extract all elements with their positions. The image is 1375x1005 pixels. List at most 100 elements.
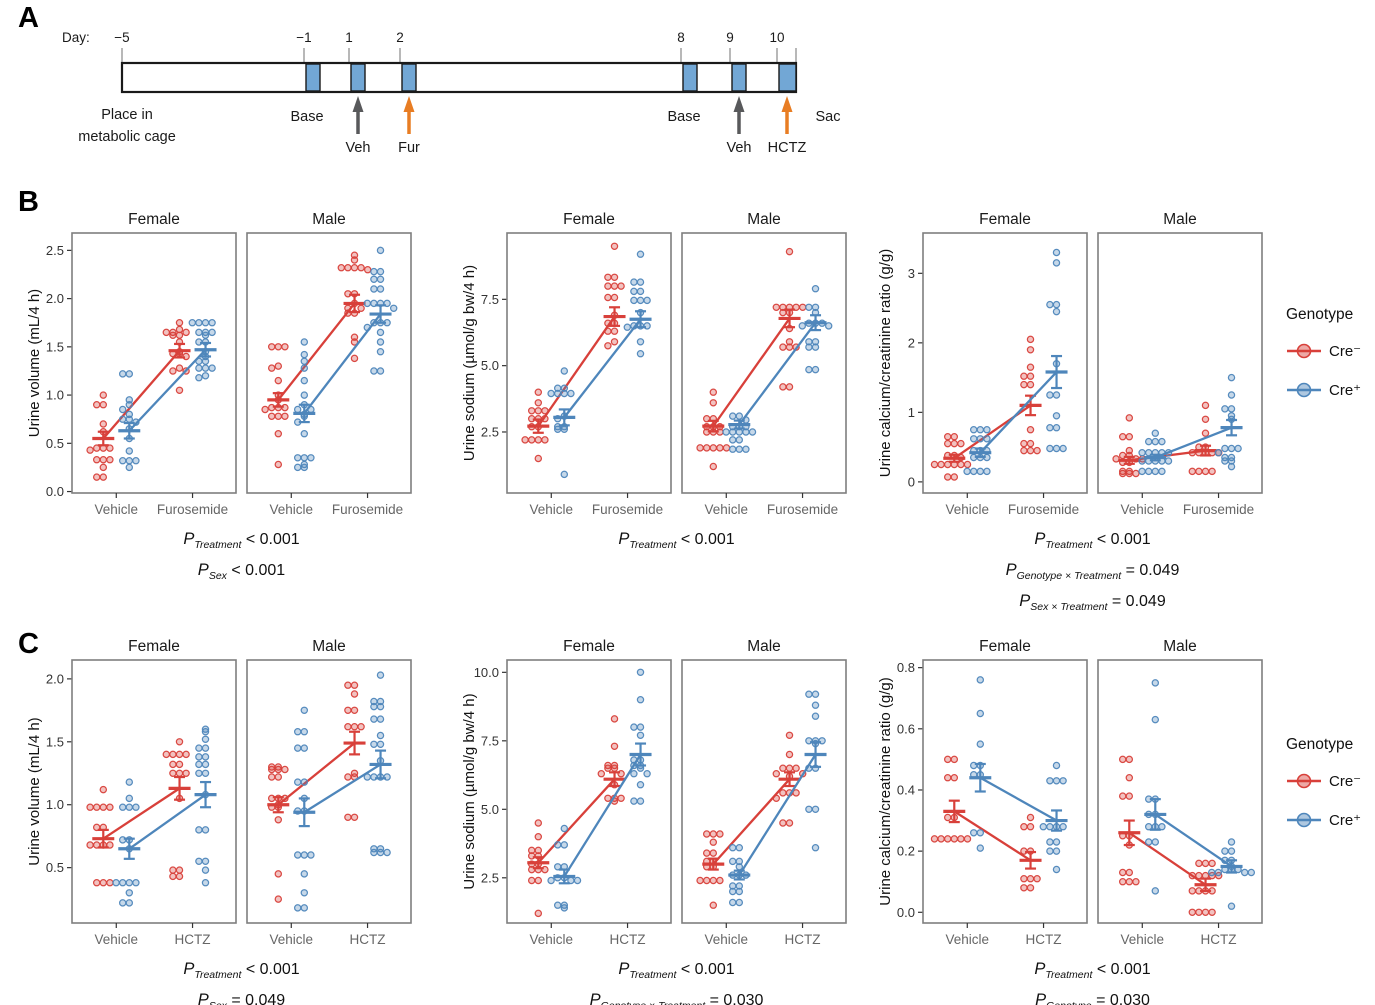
data-point — [950, 439, 959, 448]
data-point — [201, 727, 210, 736]
facet-box — [1097, 659, 1263, 924]
data-point — [169, 760, 177, 769]
data-point — [1138, 467, 1146, 476]
data-point — [1046, 391, 1054, 399]
data-point — [261, 405, 269, 414]
data-point — [709, 830, 718, 838]
y-tick-label: 0.8 — [897, 660, 915, 675]
data-point — [560, 367, 569, 375]
data-point — [1052, 259, 1061, 267]
y-tick-label: 5.0 — [481, 802, 499, 817]
data-point — [1221, 457, 1229, 465]
data-point — [735, 445, 744, 453]
data-point — [1125, 414, 1134, 422]
data-point — [1158, 822, 1166, 831]
data-point — [792, 764, 800, 772]
data-point — [1125, 792, 1134, 800]
data-point — [798, 322, 807, 330]
data-point — [567, 389, 575, 398]
y-tick-label: 0.5 — [46, 860, 64, 875]
chart-c-urine-calcium: Urine calcium/creatinine ratio (g/g) 0.0… — [865, 632, 1285, 1005]
data-point — [735, 436, 744, 444]
data-point — [195, 744, 203, 752]
data-point — [1046, 777, 1054, 785]
data-point — [86, 803, 94, 811]
data-point — [1052, 865, 1061, 874]
genotype-legend-b: Genotype Cre⁻ Cre⁺ — [1286, 306, 1375, 418]
data-point — [983, 467, 991, 476]
data-point — [937, 835, 945, 843]
data-point — [943, 432, 952, 441]
data-point — [610, 327, 619, 335]
data-point — [162, 750, 171, 759]
data-point — [728, 412, 737, 420]
data-point — [785, 247, 794, 256]
data-point — [267, 364, 276, 372]
x-tick-label: Furosemide — [1183, 502, 1254, 517]
data-point — [1144, 467, 1153, 476]
data-point — [630, 756, 638, 764]
data-point — [709, 838, 718, 846]
data-point — [307, 454, 315, 462]
data-point — [1214, 868, 1223, 877]
data-point — [1240, 868, 1249, 877]
day-tick-label: 9 — [726, 30, 734, 45]
data-point — [702, 444, 711, 452]
data-point — [99, 463, 108, 472]
data-point — [1201, 401, 1210, 410]
data-point — [274, 895, 283, 903]
data-point — [950, 432, 959, 441]
data-point — [785, 764, 794, 772]
data-point — [132, 878, 140, 887]
legend-glyph-point — [1296, 812, 1312, 828]
chart-c-urine-sodium: Urine sodium (µmol/g bw/4 h) 2.5 5.0 7.5 10… — [449, 632, 869, 1005]
data-point — [350, 813, 359, 822]
facet-box — [922, 232, 1088, 494]
data-point — [735, 887, 744, 896]
data-point — [728, 882, 737, 890]
y-tick-label: 1.0 — [46, 388, 64, 403]
data-point — [1188, 887, 1197, 895]
y-tick-label: 2.0 — [46, 671, 64, 686]
legend-title: Genotype — [1286, 736, 1354, 753]
data-point — [1052, 838, 1061, 846]
legend-title: Genotype — [1286, 306, 1354, 323]
facet-title: Female — [563, 638, 615, 655]
data-point — [383, 848, 391, 857]
data-point — [201, 878, 210, 887]
data-point — [779, 764, 787, 772]
timeline-diagram: Day: −5 −1 1 2 8 9 10 Veh Fur Veh HCTZ Place in metab… — [62, 30, 841, 156]
data-point — [201, 372, 210, 380]
data-point — [696, 876, 704, 885]
data-point — [350, 256, 359, 264]
data-point — [950, 773, 959, 782]
data-point — [604, 282, 612, 290]
chart-c-urine-volume: Urine volume (mL/4 h) 0.5 1.0 1.5 2.0 Female… — [14, 632, 434, 1005]
data-point — [293, 727, 302, 736]
data-point — [300, 744, 309, 752]
data-point — [943, 813, 952, 822]
data-point — [573, 876, 582, 885]
data-point — [293, 405, 302, 414]
data-point — [208, 318, 216, 327]
data-point — [1020, 372, 1028, 380]
data-point — [1026, 446, 1035, 455]
data-point — [86, 446, 94, 454]
data-point — [376, 275, 385, 284]
data-point — [735, 412, 744, 420]
facet-title: Female — [979, 211, 1031, 228]
legend-item-cre-pos: Cre⁺ — [1286, 809, 1375, 831]
legend-label: Cre⁻ — [1329, 343, 1362, 360]
data-point — [702, 830, 711, 838]
data-point — [208, 328, 216, 337]
data-point — [811, 712, 820, 720]
data-point — [1195, 467, 1203, 476]
collection-window-box — [401, 63, 417, 92]
data-point — [376, 285, 385, 293]
dose-arrow-label: Veh — [727, 140, 752, 156]
collection-window-box — [305, 63, 321, 92]
data-point — [376, 367, 385, 375]
data-point — [92, 455, 101, 464]
x-tick-label: HCTZ — [785, 932, 821, 947]
data-point — [1138, 457, 1146, 465]
